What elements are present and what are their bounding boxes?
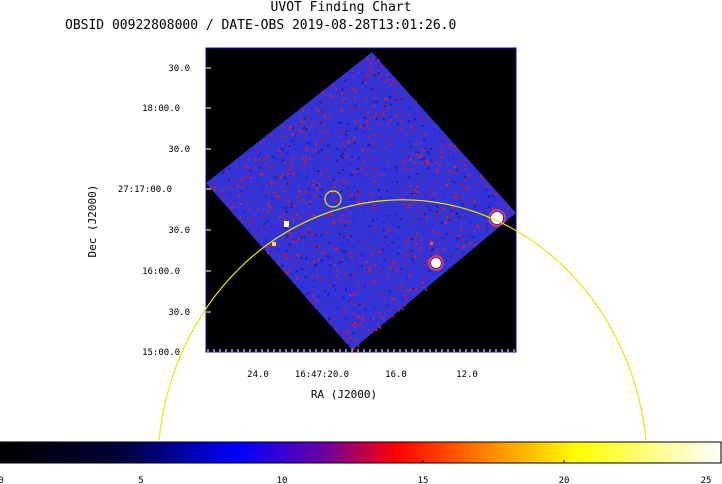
y-tick-label: 30.0 <box>168 226 190 236</box>
chart-title: UVOT Finding Chart <box>270 0 412 15</box>
colorbar <box>0 441 722 464</box>
y-tick-label: 30.0 <box>168 145 190 155</box>
colorbar-tick-label: 15 <box>418 476 429 484</box>
chart-subtitle: OBSID 00922808000 / DATE-OBS 2019-08-28T… <box>65 18 457 33</box>
bright-star <box>431 258 441 268</box>
y-tick-label: 27:17:00.0 <box>118 185 172 195</box>
colorbar-tick-label: 5 <box>138 476 143 484</box>
colorbar-tick-label: 10 <box>277 476 288 484</box>
y-tick-label: 30.0 <box>168 308 190 318</box>
y-tick-label: 15:00.0 <box>142 348 180 358</box>
y-axis-label: Dec (J2000) <box>86 185 99 258</box>
source-circle <box>324 190 342 208</box>
noise-pixels <box>208 57 513 351</box>
x-axis-label: RA (J2000) <box>311 388 377 401</box>
colorbar-tick-label: 0 <box>0 476 4 484</box>
colorbar-tick-label: 25 <box>701 476 712 484</box>
x-tick-label: 24.0 <box>247 370 269 380</box>
star <box>430 242 433 245</box>
error-circle <box>158 199 647 441</box>
y-tick-label: 16:00.0 <box>142 267 180 277</box>
y-tick-label: 18:00.0 <box>142 104 180 114</box>
bright-star <box>491 212 503 224</box>
y-tick-label: 30.0 <box>168 64 190 74</box>
colorbar-tick-label: 20 <box>559 476 570 484</box>
star <box>272 242 276 246</box>
x-tick-label: 16.0 <box>385 370 407 380</box>
colorbar-ticks <box>140 460 565 463</box>
star <box>284 221 289 227</box>
x-tick-label: 16:47:20.0 <box>295 370 349 380</box>
x-tick-label: 12.0 <box>456 370 478 380</box>
